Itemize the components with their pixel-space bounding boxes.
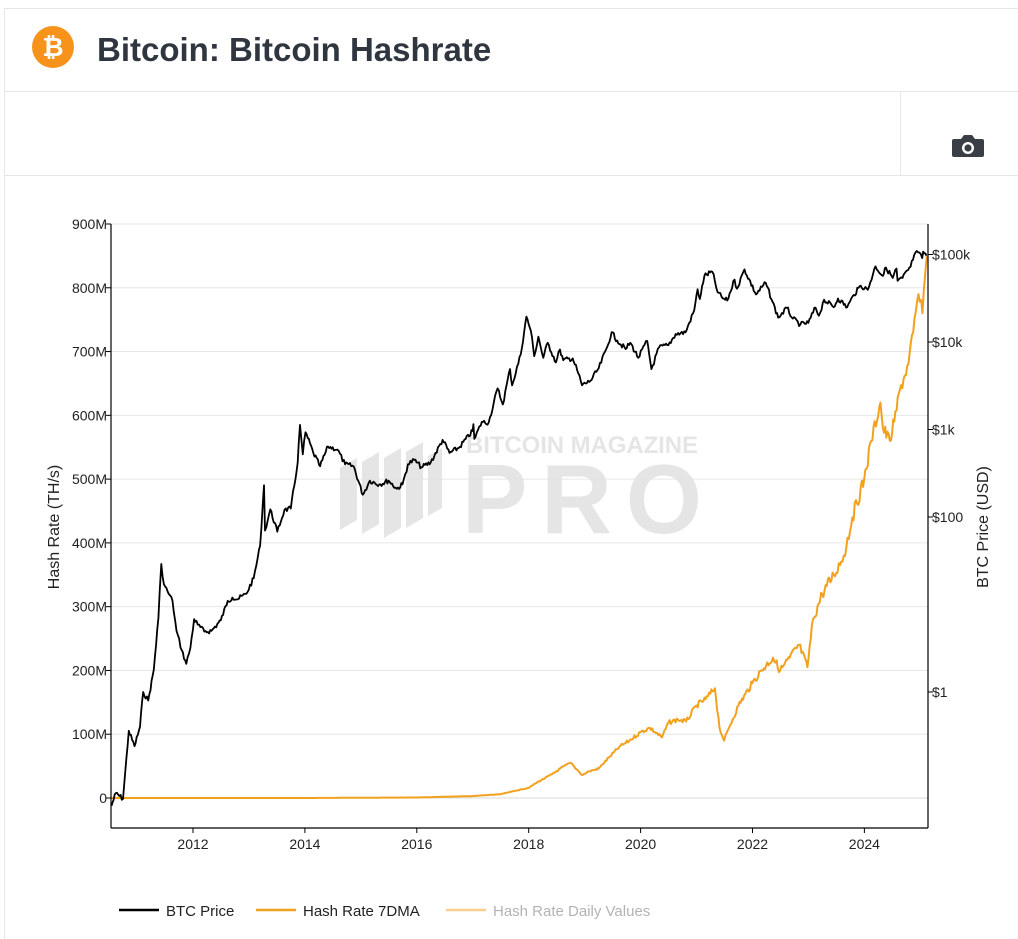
- x-tick-label: 2018: [513, 836, 544, 852]
- legend-label: Hash Rate Daily Values: [493, 903, 650, 920]
- right-tick-label: $10k: [932, 334, 963, 350]
- x-tick-label: 2016: [401, 836, 432, 852]
- grid-lines: [111, 223, 928, 799]
- left-tick-label: 0: [99, 790, 107, 806]
- bitcoin-logo-icon: ₿: [32, 26, 74, 68]
- right-axis-ticks: $1 $100 $1k $10k $100k: [928, 247, 971, 700]
- page-title: Bitcoin: Bitcoin Hashrate: [97, 31, 492, 68]
- left-tick-label: 400M: [72, 535, 107, 551]
- watermark-logo: [340, 442, 442, 538]
- left-tick-label: 200M: [72, 662, 107, 678]
- left-axis-title: Hash Rate (TH/s): [46, 465, 63, 589]
- x-tick-label: 2014: [289, 836, 320, 852]
- left-tick-label: 500M: [72, 471, 107, 487]
- right-tick-label: $1: [932, 684, 948, 700]
- legend: BTC Price Hash Rate 7DMA Hash Rate Daily V…: [119, 903, 650, 920]
- legend-item[interactable]: Hash Rate Daily Values: [446, 903, 650, 920]
- watermark: BITCOIN MAGAZINE PRO: [340, 432, 702, 554]
- legend-label: Hash Rate 7DMA: [303, 903, 420, 920]
- right-axis-title: BTC Price (USD): [975, 466, 992, 588]
- watermark-main-text: PRO: [462, 444, 702, 554]
- x-tick-label: 2020: [625, 836, 656, 852]
- legend-item[interactable]: Hash Rate 7DMA: [256, 903, 420, 920]
- watermark-top-text: BITCOIN MAGAZINE: [466, 432, 698, 459]
- left-tick-label: 600M: [72, 407, 107, 423]
- chart-toolbar: [5, 92, 1018, 176]
- x-axis-ticks: 2012 2014 2016 2018 2020 2022 2024: [177, 828, 880, 852]
- page-header: ₿ Bitcoin: Bitcoin Hashrate: [5, 9, 1018, 92]
- x-tick-label: 2024: [849, 836, 880, 852]
- right-tick-label: $100: [932, 509, 963, 525]
- right-tick-label: $100k: [932, 247, 971, 263]
- legend-item[interactable]: BTC Price: [119, 903, 234, 920]
- left-tick-label: 700M: [72, 344, 107, 360]
- page-frame: [4, 8, 1018, 939]
- right-tick-label: $1k: [932, 422, 956, 438]
- axes: [110, 224, 929, 829]
- bitcoin-logo-glyph: ₿: [42, 33, 63, 63]
- series-layer: [110, 250, 928, 807]
- legend-label: BTC Price: [166, 903, 234, 920]
- left-tick-label: 100M: [72, 726, 107, 742]
- camera-icon[interactable]: [949, 130, 987, 160]
- btc-price-line: [110, 250, 928, 807]
- x-tick-label: 2012: [177, 836, 208, 852]
- x-tick-label: 2022: [737, 836, 768, 852]
- left-axis-ticks: 0 100M 200M 300M 400M 500M 600M 700M 800M 900M: [72, 216, 111, 806]
- hash-rate-7dma-line: [111, 255, 928, 799]
- left-tick-label: 300M: [72, 599, 107, 615]
- left-tick-label: 900M: [72, 216, 107, 232]
- toolbar-divider: [900, 92, 901, 175]
- left-tick-label: 800M: [72, 280, 107, 296]
